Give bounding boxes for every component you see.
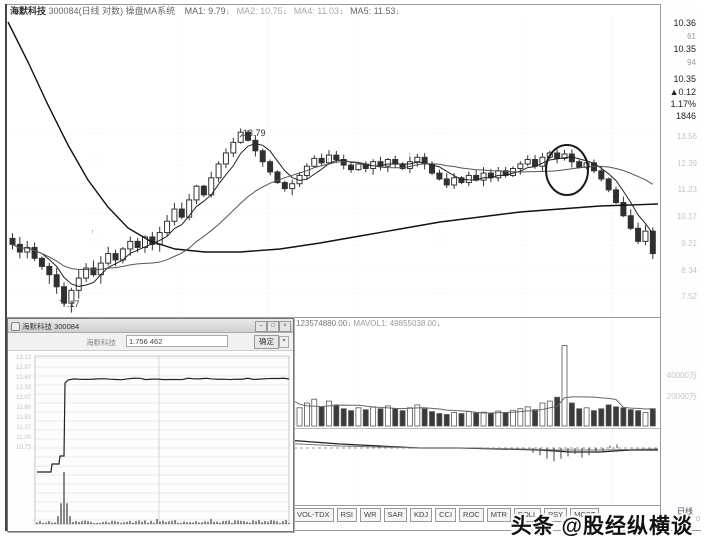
ma-label: MA1: 9.79 — [184, 6, 226, 16]
indicator-tab-mcst[interactable]: MCST — [570, 508, 600, 522]
price-axis-label: 12.39 — [676, 158, 697, 168]
volume-value: 123574880.00 — [296, 319, 348, 328]
watermark: 头条 @股经纵横谈 — [510, 515, 693, 538]
price-axis-label: 10.17 — [676, 212, 697, 222]
volume-axis-label: 20000万 — [666, 392, 697, 401]
divider-indicator-tabs — [8, 505, 701, 506]
svg-text:↑: ↑ — [91, 229, 95, 236]
mavol-label: MAVOL1: 49855038.00 — [353, 319, 437, 328]
quote-value: 61 — [687, 32, 696, 41]
moving-average-lines — [7, 21, 659, 287]
stock-code: 300084 — [48, 6, 79, 16]
volume-pane-title: 123574880.00↓ MAVOL1: 49855038.00↓ — [296, 319, 440, 328]
quote-value: 1846 — [675, 111, 696, 121]
down-arrow-icon: ↓ — [347, 319, 352, 328]
indicator-tab-mtr[interactable]: MTR — [486, 508, 511, 522]
svg-text:↑: ↑ — [408, 152, 412, 159]
signal-markers: ↑ ↑ ↑ ↑ ↑ — [91, 143, 500, 236]
maximize-button[interactable]: □ — [267, 321, 279, 332]
divider-chart-volume — [5, 317, 701, 318]
quote-value: 10.35 — [673, 44, 696, 54]
svg-text:↑: ↑ — [327, 157, 331, 164]
inset-stock-label: 海默科技 — [86, 338, 116, 347]
inset-toolbar: 海默科技 确定 ▾ — [8, 333, 293, 351]
inset-axis-label: 12.60 — [15, 375, 31, 381]
indicator-tab-roc[interactable]: ROC — [459, 508, 484, 522]
indicator-tab-psy[interactable]: PSY — [544, 508, 568, 522]
inset-axis-label: 11.27 — [16, 425, 31, 431]
indicator-tab-boll[interactable]: BOLL — [513, 508, 542, 522]
system-name: 操盘MA系统 — [125, 6, 176, 16]
period-selector[interactable]: 日线 — [677, 507, 693, 516]
chart-title-bar: 海默科技 300084(日线 对数) 操盘MA系统 MA1: 9.79↓ MA2:… — [10, 4, 650, 16]
inset-window: 海默科技 300084 – □ × 海默科技 确定 ▾ 13.13 12.87 12… — [7, 318, 294, 532]
divider-right-column — [660, 4, 661, 531]
price-axis-label: 7.52 — [681, 292, 697, 302]
down-arrow-icon: ↓ — [282, 7, 287, 16]
circle-annotation — [545, 144, 589, 196]
ma-label: MA5: 11.53 — [350, 6, 396, 16]
corner-count: 0 — [696, 516, 700, 523]
svg-text:↑: ↑ — [230, 143, 234, 150]
indicator-tab-bar: VOL-TDX RSI WR SAR KDJ CCI ROC MTR BOLL PSY MCST — [293, 508, 600, 522]
inset-axis-label: 11.00 — [16, 435, 31, 441]
indicator-tab-vol-tdx[interactable]: VOL-TDX — [293, 508, 334, 522]
quote-value: 10.36 — [673, 18, 696, 28]
callout-ticks — [59, 132, 245, 305]
inset-axis-label: 12.87 — [15, 365, 31, 371]
down-arrow-icon: ↓ — [395, 7, 400, 16]
volume-axis-label: 40000万 — [666, 371, 697, 380]
inset-price-line — [37, 377, 290, 473]
candlesticks-layer — [9, 128, 656, 313]
condition-input[interactable] — [126, 335, 228, 347]
confirm-button[interactable]: 确定 — [254, 335, 279, 349]
inset-title-bar[interactable]: 海默科技 300084 – □ × — [8, 319, 293, 333]
inset-grid — [34, 355, 290, 525]
price-axis-label: 9.21 — [681, 238, 697, 248]
period-note: (日线 对数) — [78, 6, 124, 16]
inset-axis-label: 12.07 — [15, 395, 31, 401]
close-button[interactable]: × — [279, 321, 291, 332]
stock-name: 海默科技 — [10, 6, 47, 16]
indicator-tab-cci[interactable]: CCI — [435, 508, 457, 522]
inset-axis-label: 11.53 — [16, 415, 31, 421]
svg-text:↑: ↑ — [496, 177, 500, 184]
inset-axis-label: 12.33 — [15, 385, 31, 391]
inset-axis-label: 10.73 — [15, 445, 31, 451]
frame-left — [5, 4, 7, 531]
dropdown-button[interactable]: ▾ — [279, 336, 289, 348]
inset-axis-label: 11.80 — [16, 405, 31, 411]
down-arrow-icon: ↓ — [225, 7, 230, 16]
quote-value: 94 — [687, 58, 696, 67]
quote-value: 10.35 — [673, 74, 696, 84]
inset-window-title: 海默科技 300084 — [22, 322, 80, 331]
divider-volume-indicator — [8, 428, 701, 429]
down-arrow-icon: ↓ — [339, 7, 344, 16]
ma-label: MA4: 11.03 — [293, 6, 340, 16]
inset-chart-canvas — [34, 355, 290, 525]
indicator-tab-kdj[interactable]: KDJ — [409, 508, 433, 522]
indicator-tab-rsi[interactable]: RSI — [336, 508, 358, 522]
quote-value: ▲0.12 — [669, 87, 696, 97]
indicator-tab-sar[interactable]: SAR — [383, 508, 407, 522]
price-axis-label: 8.34 — [681, 265, 697, 275]
high-price-label: 13.79 — [243, 128, 266, 138]
ma-value-labels: MA1: 9.79↓ MA2: 10.75↓ MA4: 11.03↓ MA5: 11.… — [178, 6, 400, 16]
frame-top — [5, 4, 701, 5]
price-axis-label: 11.23 — [677, 185, 697, 195]
indicator-tab-wr[interactable]: WR — [360, 508, 381, 522]
inset-window-icon — [11, 322, 20, 331]
down-arrow-icon: ↓ — [436, 319, 441, 328]
inset-volume-bars — [36, 472, 290, 524]
low-price-label: 7.17 — [62, 299, 80, 309]
minimize-button[interactable]: – — [255, 321, 267, 332]
quote-panel: 10.36 61 10.35 94 10.35 ▲0.12 1.17% 1846 13.56 1… — [661, 4, 701, 530]
ma-label: MA2: 10.75 — [236, 6, 283, 16]
frame-bottom — [5, 530, 701, 531]
quote-value: 1.17% — [670, 99, 696, 109]
inset-axis-label: 13.13 — [15, 355, 31, 361]
price-axis-label: 13.56 — [676, 132, 697, 141]
